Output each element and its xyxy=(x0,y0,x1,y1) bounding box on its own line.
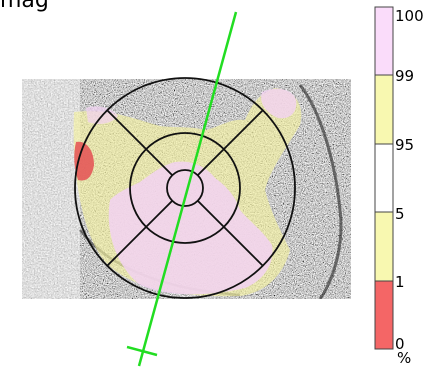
scale-tick-95: 95 xyxy=(395,136,415,154)
overlay-red-region xyxy=(74,141,94,181)
scale-band-99-100 xyxy=(374,6,394,76)
grid-spoke-sw xyxy=(106,200,173,267)
scale-tick-5: 5 xyxy=(395,205,405,223)
scale-tick-100: 100 xyxy=(395,7,423,25)
scale-band-5-95 xyxy=(374,143,394,213)
scale-band-95-99 xyxy=(374,74,394,145)
scan-line-path xyxy=(137,11,238,367)
scale-unit: % xyxy=(397,349,412,367)
etdrs-grid xyxy=(74,77,296,299)
scale-tick-99: 99 xyxy=(395,67,415,85)
scale-tick-0: 0 xyxy=(395,335,405,353)
clipped-header-text: mag xyxy=(0,0,49,13)
scale-band-0-1 xyxy=(374,280,394,350)
grid-spoke-nw xyxy=(106,109,173,176)
grid-inner-ring xyxy=(166,169,204,207)
scale-tick-1: 1 xyxy=(395,273,405,291)
grid-spoke-se xyxy=(197,200,264,267)
grid-spoke-ne xyxy=(197,109,264,176)
scan-line[interactable] xyxy=(126,11,238,367)
scale-band-1-5 xyxy=(374,211,394,282)
grid-middle-ring xyxy=(129,132,241,244)
color-scale xyxy=(374,6,394,350)
grid-outer-ring xyxy=(74,77,296,299)
overlay-pink-region-top xyxy=(261,88,297,119)
overlay-pink-region xyxy=(108,161,273,295)
scan-line-endmarker xyxy=(126,345,158,357)
